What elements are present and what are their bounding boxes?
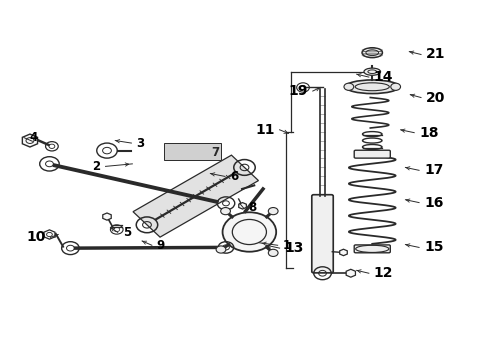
Text: 8: 8: [248, 202, 256, 215]
FancyBboxPatch shape: [163, 143, 220, 160]
Text: 9: 9: [157, 239, 164, 252]
Polygon shape: [339, 249, 346, 256]
Circle shape: [268, 249, 278, 256]
Ellipse shape: [361, 48, 382, 58]
Text: 14: 14: [373, 70, 392, 84]
Text: 16: 16: [423, 195, 443, 210]
Circle shape: [220, 207, 230, 215]
Text: 10: 10: [26, 230, 45, 244]
Text: 4: 4: [29, 131, 37, 144]
Text: 20: 20: [425, 90, 445, 104]
FancyBboxPatch shape: [311, 195, 332, 273]
Text: 19: 19: [288, 84, 307, 98]
Polygon shape: [22, 134, 38, 147]
Circle shape: [216, 246, 225, 253]
Text: 6: 6: [229, 170, 238, 183]
Text: 5: 5: [122, 226, 131, 239]
Polygon shape: [133, 155, 258, 237]
Text: 21: 21: [425, 48, 445, 62]
Text: 12: 12: [373, 266, 392, 280]
Circle shape: [222, 212, 276, 252]
Polygon shape: [346, 269, 355, 277]
FancyBboxPatch shape: [353, 150, 389, 158]
Text: 3: 3: [136, 136, 144, 149]
Circle shape: [268, 207, 278, 215]
FancyBboxPatch shape: [353, 245, 389, 253]
Text: 17: 17: [423, 163, 443, 177]
Polygon shape: [44, 230, 55, 239]
Ellipse shape: [363, 68, 380, 75]
Text: 11: 11: [255, 123, 274, 137]
Text: 2: 2: [92, 160, 101, 173]
Polygon shape: [102, 213, 111, 220]
Text: 7: 7: [211, 145, 219, 158]
Polygon shape: [238, 203, 246, 209]
Text: 15: 15: [423, 240, 443, 255]
Text: 18: 18: [418, 126, 438, 140]
Circle shape: [390, 83, 400, 90]
Ellipse shape: [345, 80, 398, 94]
Text: 13: 13: [284, 241, 303, 255]
Circle shape: [343, 83, 353, 90]
Text: 1: 1: [282, 239, 290, 252]
